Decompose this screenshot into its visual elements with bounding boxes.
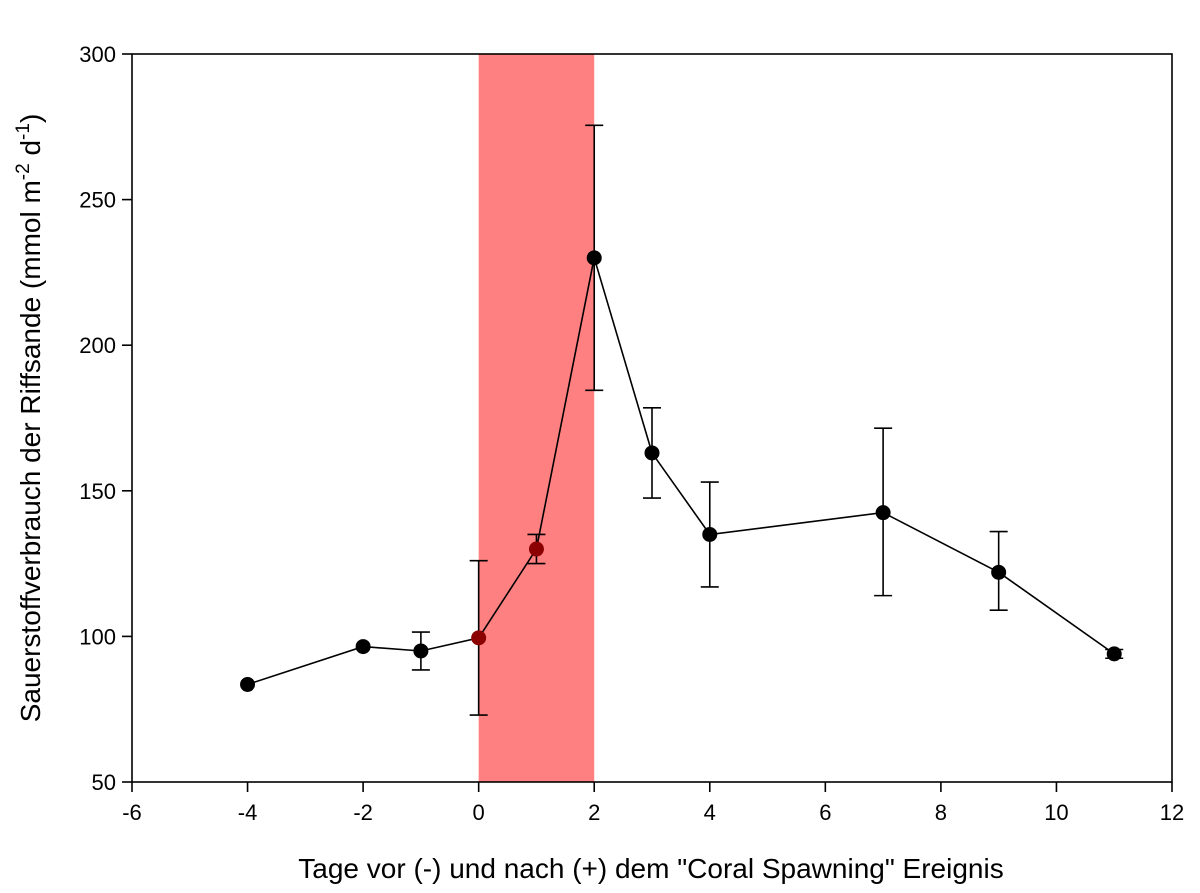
y-tick-label: 150 <box>79 479 116 504</box>
y-tick-label: 250 <box>79 188 116 213</box>
x-tick-label: 10 <box>1044 800 1068 825</box>
x-tick-label: -4 <box>238 800 258 825</box>
data-point <box>702 526 718 542</box>
x-tick-label: 2 <box>588 800 600 825</box>
y-tick-label: 100 <box>79 624 116 649</box>
plot-frame <box>131 53 1173 783</box>
y-tick-label: 300 <box>79 42 116 67</box>
data-point <box>644 445 660 461</box>
x-tick-label: 4 <box>704 800 716 825</box>
x-tick-label: 12 <box>1160 800 1184 825</box>
x-tick-label: -6 <box>122 800 142 825</box>
data-point <box>875 505 891 521</box>
data-point <box>528 541 544 557</box>
y-tick-label: 50 <box>92 770 116 795</box>
data-point <box>240 676 256 692</box>
x-tick-label: 6 <box>819 800 831 825</box>
x-axis-label: Tage vor (-) und nach (+) dem "Coral Spa… <box>298 853 1003 884</box>
x-tick-label: 8 <box>935 800 947 825</box>
data-point <box>1106 646 1122 662</box>
data-point <box>413 643 429 659</box>
x-tick-label: -2 <box>353 800 373 825</box>
series-line <box>247 257 1115 686</box>
data-point <box>471 630 487 646</box>
data-point <box>355 639 371 655</box>
x-tick-label: 0 <box>473 800 485 825</box>
y-axis-label: Sauerstoffverbrauch der Riffsande (mmol … <box>13 114 46 723</box>
data-point <box>991 564 1007 580</box>
y-tick-label: 200 <box>79 333 116 358</box>
data-point <box>586 250 602 266</box>
highlight-region <box>478 54 595 782</box>
